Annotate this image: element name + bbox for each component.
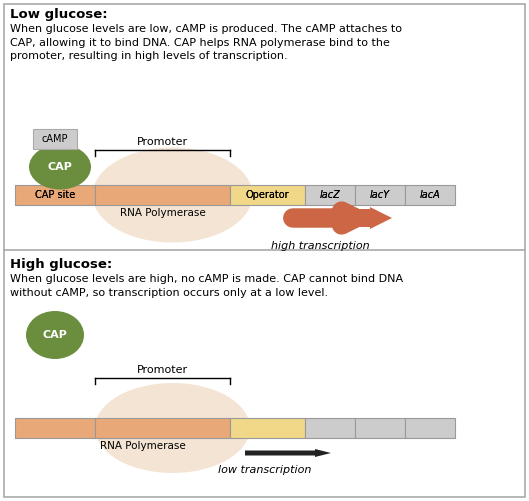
Text: lacA: lacA [419,190,440,200]
FancyBboxPatch shape [355,418,405,438]
Text: When glucose levels are high, no cAMP is made. CAP cannot bind DNA
without cAMP,: When glucose levels are high, no cAMP is… [10,274,403,298]
FancyBboxPatch shape [305,185,355,205]
Text: lacY: lacY [370,190,390,200]
FancyBboxPatch shape [355,185,405,205]
FancyBboxPatch shape [230,185,305,205]
Text: lacZ: lacZ [320,190,340,200]
Ellipse shape [29,144,91,189]
Ellipse shape [95,383,250,473]
Text: When glucose levels are low, cAMP is produced. The cAMP attaches to
CAP, allowin: When glucose levels are low, cAMP is pro… [10,24,402,61]
Text: low transcription: low transcription [218,465,312,475]
Text: Operator: Operator [245,190,289,200]
Text: lacY: lacY [370,190,390,200]
FancyBboxPatch shape [15,185,95,205]
FancyBboxPatch shape [305,418,355,438]
FancyBboxPatch shape [95,185,230,205]
Text: RNA Polymerase: RNA Polymerase [120,208,205,218]
Ellipse shape [93,147,252,242]
Text: Low glucose:: Low glucose: [10,8,107,21]
Text: CAP: CAP [48,162,72,172]
Text: High glucose:: High glucose: [10,258,112,271]
FancyBboxPatch shape [405,185,455,205]
FancyBboxPatch shape [230,418,305,438]
FancyArrow shape [245,449,331,457]
Text: high transcription: high transcription [271,241,369,251]
Text: lacA: lacA [419,190,440,200]
Text: lacZ: lacZ [320,190,340,200]
FancyBboxPatch shape [15,418,95,438]
Text: CAP: CAP [42,330,67,340]
FancyBboxPatch shape [33,129,77,149]
FancyBboxPatch shape [4,4,525,497]
Text: Promoter: Promoter [137,365,188,375]
FancyBboxPatch shape [95,418,230,438]
Text: Operator: Operator [245,190,289,200]
FancyBboxPatch shape [405,418,455,438]
Text: Promoter: Promoter [137,137,188,147]
Ellipse shape [26,311,84,359]
FancyArrow shape [290,207,392,229]
Text: CAP site: CAP site [35,190,75,200]
Text: cAMP: cAMP [42,134,68,144]
Text: CAP site: CAP site [35,190,75,200]
Text: RNA Polymerase: RNA Polymerase [99,441,185,451]
